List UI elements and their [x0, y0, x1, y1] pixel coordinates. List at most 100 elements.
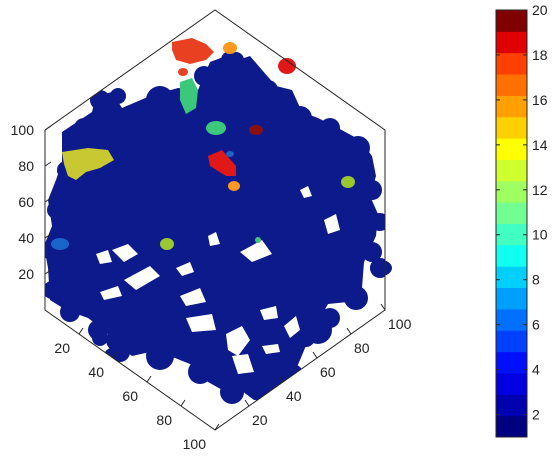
cluster-16-volume	[172, 38, 214, 64]
volume-lobe	[128, 106, 152, 130]
volume-lobe	[220, 380, 244, 404]
void-hole	[300, 186, 312, 198]
y-tick-mark	[380, 303, 386, 311]
cluster-14-volume	[228, 181, 240, 191]
volume-lobe	[362, 180, 382, 200]
colorbar-segment	[496, 223, 527, 246]
void-hole	[112, 244, 138, 262]
cluster-16-volume	[178, 68, 188, 76]
detached-blob	[370, 260, 392, 276]
z-tick-label: 20	[18, 266, 34, 282]
y-tick-mark	[244, 399, 250, 407]
void-hole	[100, 286, 122, 300]
void-hole	[240, 240, 272, 262]
z-tick-label: 80	[18, 158, 34, 174]
y-tick-label: 80	[354, 340, 370, 356]
y-tick-mark	[312, 351, 318, 359]
void-hole	[232, 354, 254, 374]
void-hole	[260, 306, 278, 320]
volume-lobe	[320, 118, 340, 138]
z-tick-label: 100	[11, 122, 35, 138]
x-tick-mark	[112, 351, 118, 359]
volume-lobe	[45, 281, 61, 299]
colorbar-segment	[496, 180, 527, 203]
colorbar-tick-label: 20	[532, 2, 548, 18]
z-tick-mark	[44, 125, 52, 131]
volume-lobe	[371, 213, 385, 231]
colorbar-segment	[496, 10, 527, 32]
z-tick-label: 40	[18, 230, 34, 246]
colorbar-segment	[496, 330, 527, 353]
colorbar-tick-label: 4	[532, 362, 540, 378]
colorbar-tick-label: 12	[532, 182, 548, 198]
colorbar-tick-label: 10	[532, 227, 548, 243]
volume-lobe	[90, 90, 110, 110]
void-hole	[208, 232, 220, 246]
void-hole	[96, 250, 112, 264]
cluster-18-volume	[278, 58, 296, 74]
colorbar-tick-label: 8	[532, 272, 540, 288]
colorbar-tick-label: 14	[532, 137, 548, 153]
void-hole	[324, 214, 340, 234]
detached-blob	[228, 52, 244, 68]
x-tick-mark	[214, 423, 220, 431]
y-tick-mark	[278, 375, 284, 383]
colorbar-segment	[496, 244, 527, 267]
x-tick-label: 60	[122, 388, 138, 404]
cluster-10-volume	[180, 78, 198, 114]
void-hole	[124, 266, 160, 290]
volume-lobe	[194, 66, 214, 86]
volume-lobe	[256, 388, 276, 408]
colorbar-segment	[496, 74, 527, 96]
z-tick-label: 60	[18, 194, 34, 210]
cluster-2-volume	[226, 151, 234, 157]
colorbar-segment	[496, 116, 527, 139]
colorbar-segment	[496, 372, 527, 395]
colorbar-segment	[496, 266, 527, 289]
volume-lobe	[320, 308, 340, 328]
cluster-18-volume	[208, 150, 236, 176]
colorbar-segment	[496, 415, 527, 438]
cluster-19-volume	[249, 125, 263, 135]
void-hole	[226, 326, 250, 356]
cluster-10-volume	[206, 121, 226, 135]
cluster-11-volume	[160, 238, 174, 250]
cluster-11-volume	[341, 176, 355, 188]
colorbar-tick-label: 6	[532, 317, 540, 333]
volume-lobe	[92, 330, 108, 346]
volume-lobe	[74, 118, 94, 138]
cluster-1-volume	[45, 51, 385, 408]
colorbar-segment	[496, 138, 527, 160]
colorbar-tick-label: 16	[532, 92, 548, 108]
colorbar-segment	[496, 287, 527, 310]
z-tick-mark	[44, 233, 52, 239]
void-hole	[176, 262, 194, 276]
volume-lobe	[297, 329, 315, 347]
volume-lobe	[146, 86, 174, 114]
colorbar-segment	[496, 52, 527, 75]
volume-lobe	[110, 88, 126, 104]
volume-lobe	[344, 286, 368, 310]
volume-lobe	[188, 360, 212, 384]
colorbar: 2 4 6 8 10 12 14 16 18 20	[495, 2, 548, 438]
colorbar-segment	[496, 202, 527, 224]
main-mass	[45, 56, 378, 402]
volume-lobe	[146, 342, 174, 370]
colorbar-segment	[496, 394, 527, 417]
volume-lobe	[240, 64, 256, 80]
z-tick-mark	[44, 269, 52, 275]
colorbar-tick-label: 18	[532, 47, 548, 63]
volume-lobe	[60, 302, 80, 322]
void-hole	[180, 288, 206, 306]
cluster-2-volume	[51, 238, 69, 250]
y-tick-label: 60	[320, 364, 336, 380]
x-tick-mark	[180, 399, 186, 407]
x-tick-mark	[146, 375, 152, 383]
colorbar-frame	[495, 9, 528, 438]
void-hole	[262, 344, 280, 354]
x-tick-label: 40	[88, 364, 104, 380]
z-tick-mark	[44, 197, 52, 203]
volume-lobe	[170, 110, 190, 130]
y-tick-mark	[346, 327, 352, 335]
